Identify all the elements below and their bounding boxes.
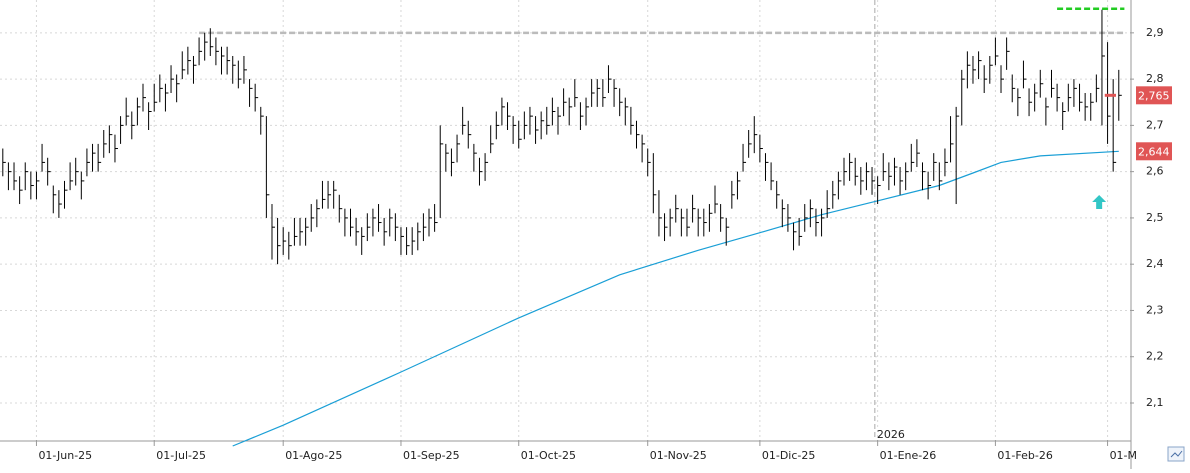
price-tag [1136,86,1172,105]
x-tick-label: 01-Ene-26 [880,449,937,462]
x-tick-label: 01-Oct-25 [521,449,576,462]
x-tick-label: 01-Jul-25 [156,449,206,462]
moving-average [232,150,1119,447]
y-tick-label: 2,3 [1146,303,1164,316]
price-tag-label: 2,644 [1138,145,1170,158]
y-tick-label: 2,2 [1146,350,1164,363]
y-tick-label: 2,8 [1146,72,1164,85]
price-tag [1136,142,1172,161]
price-tag-label: 2,765 [1138,89,1170,102]
y-tick-label: 2,1 [1146,396,1164,409]
y-tick-label: 2,5 [1146,211,1164,224]
x-tick-label: 01-Jun-25 [38,449,92,462]
signal-arrow [1092,195,1107,210]
x-tick-label: 01-Feb-26 [997,449,1052,462]
scale-icon [1170,450,1183,458]
x-tick-label: 01-M [1110,449,1137,462]
y-tick-label: 2,4 [1146,257,1164,270]
y-tick-label: 2,6 [1146,165,1164,178]
y-tick-label: 2,7 [1146,118,1164,131]
x-tick-label: 01-Nov-25 [650,449,707,462]
y-tick-label: 2,9 [1146,26,1164,39]
x-tick-label: 01-Ago-25 [285,449,342,462]
year-label: 2026 [877,428,905,441]
x-tick-label: 01-Sep-25 [403,449,460,462]
x-tick-label: 01-Dic-25 [762,449,816,462]
